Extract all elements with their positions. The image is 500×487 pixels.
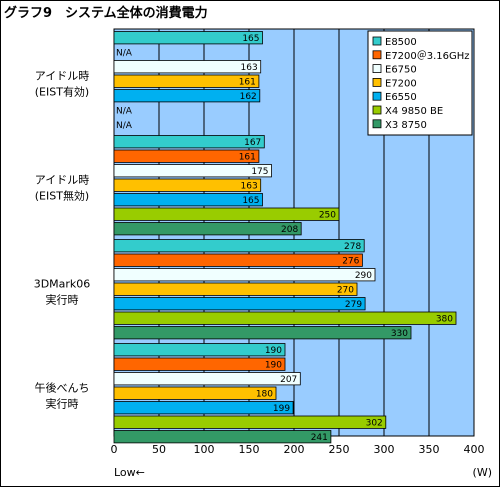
bar (113, 135, 265, 149)
legend-label: E7200＠3.16GHz (385, 50, 470, 62)
bar (113, 239, 365, 253)
bar (113, 164, 272, 178)
bar-value-label: 208 (281, 225, 298, 235)
bar (113, 31, 263, 45)
legend-swatch (372, 91, 382, 101)
chart-title: グラフ9 システム全体の消費電力 (4, 6, 208, 21)
bar-value-label: 330 (391, 329, 408, 339)
bar (113, 326, 412, 340)
bar (113, 89, 261, 103)
bar-value-label: 161 (239, 153, 256, 163)
bar-value-label: 190 (265, 361, 282, 371)
bar-value-label: 190 (265, 346, 282, 356)
bar (113, 415, 387, 429)
legend-label: E6550 (385, 92, 417, 103)
bar (113, 193, 263, 207)
bar (113, 297, 366, 311)
bar-value-label: 161 (239, 78, 256, 88)
legend-box (367, 30, 473, 136)
x-tick-label: 150 (239, 443, 260, 456)
category-label: 実行時 (46, 292, 79, 306)
category-label: (EIST無効) (35, 188, 89, 202)
legend-swatch (372, 36, 382, 46)
x-tick-label: 350 (419, 443, 440, 456)
bar (113, 357, 286, 371)
bar-value-label: 241 (311, 433, 328, 443)
legend-label: X4 9850 BE (385, 106, 443, 117)
bar-value-label: 199 (273, 404, 290, 414)
x-tick-label: 50 (152, 443, 166, 456)
x-tick-label: 200 (284, 443, 305, 456)
bar-value-label: 165 (242, 196, 259, 206)
legend-swatch (372, 119, 382, 129)
bar-value-label: 279 (345, 300, 362, 310)
bar (113, 207, 340, 221)
bar (113, 178, 262, 192)
bar-value-label: N/A (116, 49, 133, 59)
legend-swatch (372, 78, 382, 87)
bar-value-label: N/A (116, 121, 133, 131)
bar-value-label: 167 (244, 138, 261, 148)
category-label: 3DMark06 (34, 277, 91, 290)
bar (113, 282, 358, 296)
bar-value-label: 175 (251, 167, 268, 177)
bar (113, 74, 260, 88)
bar-value-label: 163 (241, 182, 258, 192)
bar-value-label: 207 (280, 375, 297, 385)
bar-value-label: 163 (241, 63, 258, 73)
bar (113, 430, 332, 444)
bar-value-label: 276 (342, 257, 359, 267)
legend-swatch (372, 50, 382, 60)
bar-value-label: 180 (256, 390, 273, 400)
legend-label: E8500 (385, 37, 417, 48)
bar (113, 253, 363, 267)
x-tick-label: 300 (374, 443, 395, 456)
category-label: 午後べんち (35, 380, 90, 394)
x-axis-unit-label: (W) (473, 466, 492, 479)
bar (113, 401, 294, 415)
bar (113, 386, 277, 400)
x-tick-label: 100 (194, 443, 215, 456)
bar-value-label: 162 (240, 92, 257, 102)
bar-value-label: N/A (116, 107, 133, 117)
bar (113, 149, 260, 163)
category-label: アイドル時 (35, 69, 89, 82)
x-axis-low-label: Low← (114, 466, 145, 479)
bar (113, 372, 301, 386)
legend-label: E6750 (385, 65, 417, 76)
bar-value-label: 380 (436, 315, 453, 325)
bar (113, 343, 286, 357)
bar-value-label: 278 (344, 242, 361, 252)
bar-value-label: 270 (337, 286, 354, 296)
bar (113, 60, 262, 74)
legend-swatch (372, 105, 382, 115)
legend-label: X3 8750 (385, 120, 427, 131)
category-label: (EIST有効) (35, 84, 89, 98)
bar-value-label: 165 (242, 34, 259, 44)
x-tick-label: 400 (464, 443, 485, 456)
category-label: アイドル時 (35, 173, 89, 186)
bar-value-label: 302 (366, 419, 383, 429)
bar (113, 311, 457, 325)
bar (113, 222, 302, 236)
x-tick-label: 0 (111, 443, 118, 456)
legend-label: E7200 (385, 78, 417, 89)
category-label: 実行時 (46, 396, 79, 410)
bar-value-label: 250 (319, 211, 336, 221)
legend-swatch (372, 64, 382, 73)
x-tick-label: 250 (329, 443, 350, 456)
bar (113, 268, 376, 282)
bar-value-label: 290 (355, 271, 372, 281)
